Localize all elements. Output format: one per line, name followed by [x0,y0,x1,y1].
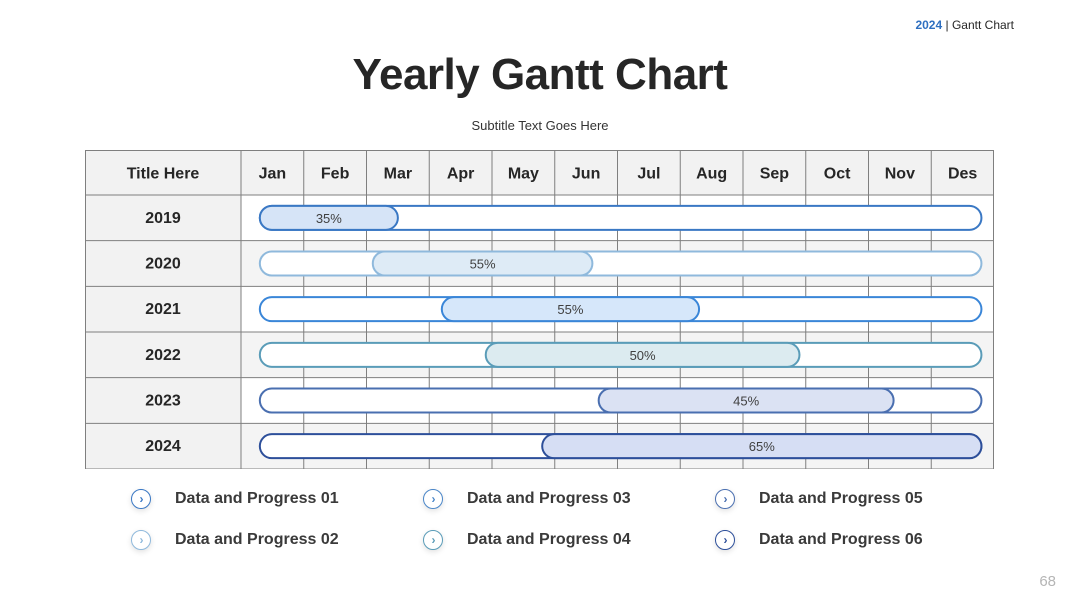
legend-label: Data and Progress 05 [759,490,923,507]
year-label: 2023 [145,393,181,410]
header-year: 2024 [915,18,943,32]
chevron-right-circle-icon: › [130,488,152,510]
gantt-bar [597,387,895,414]
bar-percent-label: 45% [733,394,759,409]
page-number: 68 [1039,573,1056,590]
legend-label: Data and Progress 02 [175,531,339,548]
month-label: May [508,166,539,183]
gantt-rowlabel-bg [85,377,241,424]
legend-label: Data and Progress 01 [175,490,339,507]
month-label: Des [948,166,977,183]
gantt-bar [440,296,701,323]
legend-item: › Data and Progress 01 [130,484,339,514]
legend: › Data and Progress 01 › Data and Progress … [130,484,990,564]
legend-label: Data and Progress 06 [759,531,923,548]
gantt-rowlabel-bg [85,195,241,241]
gantt-track [258,250,983,277]
year-label: 2020 [145,256,181,273]
gantt-bar [371,250,594,277]
legend-item: › Data and Progress 06 [714,525,923,555]
bar-percent-label: 55% [557,302,583,317]
header-separator: | [945,18,949,32]
gantt-bar [484,341,801,368]
month-label: Apr [447,166,475,183]
month-label: Nov [885,166,915,183]
page-title: Yearly Gantt Chart [352,50,728,99]
month-label: Jun [572,166,600,183]
year-label: 2021 [145,301,181,318]
year-label: 2019 [145,210,181,227]
gantt-rowlabel-bg [85,423,241,469]
chevron-right-circle-icon: › [422,529,444,551]
month-label: Mar [384,166,412,183]
gantt-rowlabel-bg [85,240,241,287]
year-label: 2022 [145,347,181,364]
legend-item: › Data and Progress 02 [130,525,339,555]
bar-percent-label: 50% [630,348,656,363]
chevron-right-circle-icon: › [130,529,152,551]
month-label: Oct [824,166,851,183]
chevron-right-circle-icon: › [422,488,444,510]
header-section: Gantt Chart [951,18,1014,32]
month-label: Jan [259,166,287,183]
gantt-rowlabel-bg [85,332,241,378]
chevron-right-circle-icon: › [714,488,736,510]
gantt-bar [541,433,983,460]
legend-label: Data and Progress 04 [467,531,631,548]
gantt-header-title: Title Here [127,166,200,183]
month-label: Jul [637,166,660,183]
header-tag: 2024 | Gantt Chart [915,18,1014,32]
page-subtitle: Subtitle Text Goes Here [471,118,609,133]
gantt-chart: Title Here Jan Feb Mar Apr May Jun Jul Aug Sep Oct… [85,150,994,469]
gantt-grid [85,150,994,469]
legend-item: › Data and Progress 04 [422,525,631,555]
gantt-header-bg [85,150,994,195]
bar-percent-label: 65% [749,439,775,454]
legend-item: › Data and Progress 03 [422,484,631,514]
gantt-rowlabel-bg [85,286,241,332]
bar-percent-label: 35% [316,211,342,226]
chevron-right-circle-icon: › [714,529,736,551]
legend-label: Data and Progress 03 [467,490,631,507]
year-label: 2024 [145,438,181,455]
bar-percent-label: 55% [470,257,496,272]
gantt-svg: Title Here Jan Feb Mar Apr May Jun Jul Aug Sep Oct… [85,150,994,469]
legend-item: › Data and Progress 05 [714,484,923,514]
month-label: Sep [760,166,790,183]
gantt-bar [258,204,399,231]
month-label: Feb [321,166,350,183]
month-label: Aug [696,166,727,183]
